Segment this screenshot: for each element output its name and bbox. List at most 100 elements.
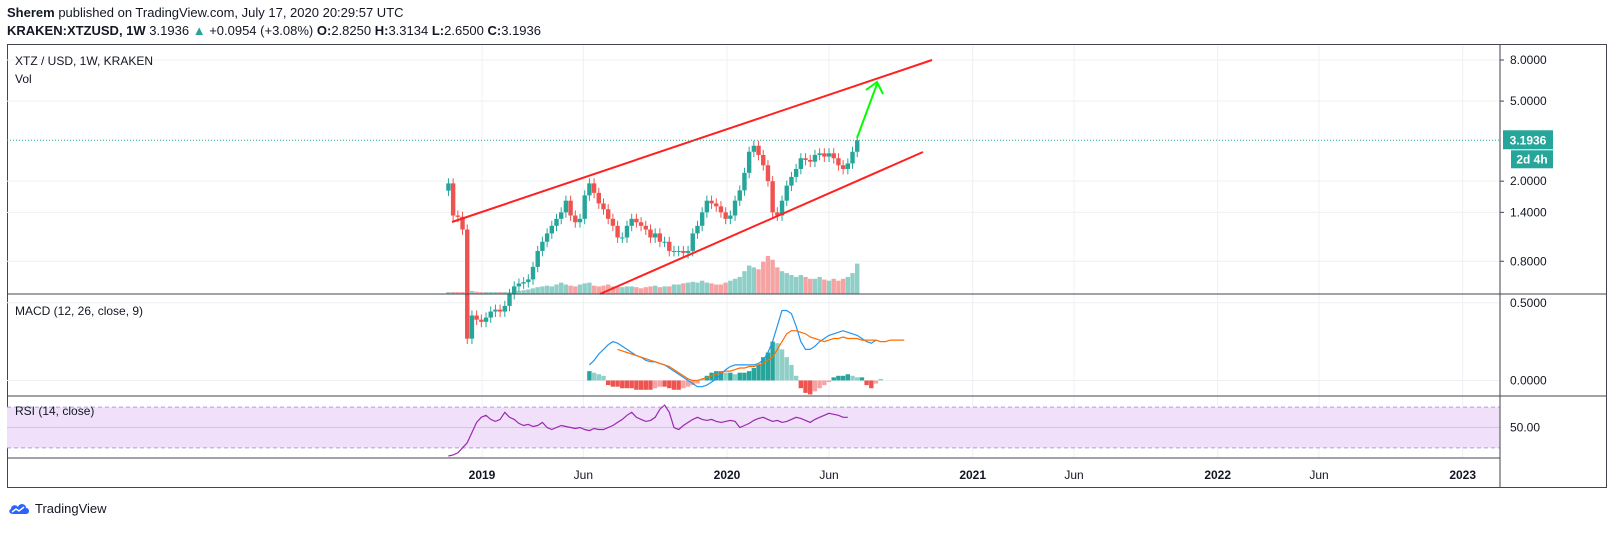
open-value: 2.8250: [331, 23, 372, 38]
close-value: 3.1936: [501, 23, 541, 38]
candle-body: [850, 151, 855, 164]
candle-body: [591, 183, 597, 193]
candle-body: [840, 165, 846, 169]
candle: [512, 281, 517, 300]
candle-body: [798, 158, 804, 169]
volume-bar: [793, 276, 799, 294]
price-candles: [446, 135, 860, 345]
volume-bar: [836, 280, 841, 294]
candle: [728, 210, 733, 225]
candle: [469, 310, 475, 345]
candle: [723, 207, 728, 225]
volume-bar: [549, 286, 555, 294]
macd-histogram-bar: [873, 380, 879, 384]
volume-bars: [446, 256, 860, 294]
candle: [493, 304, 498, 317]
macd-histogram-bar: [784, 357, 789, 381]
candle-body: [845, 163, 851, 169]
candle-body: [648, 229, 653, 238]
symbol-name[interactable]: KRAKEN:XTZUSD, 1W: [7, 23, 146, 38]
macd-histogram-bar: [746, 371, 752, 381]
volume-bar: [765, 256, 771, 294]
candle: [681, 245, 686, 259]
candle-body: [699, 212, 705, 226]
macd-histogram-bar: [652, 380, 658, 389]
candle-body: [624, 225, 630, 238]
candle: [690, 228, 695, 257]
volume-bar: [497, 292, 503, 294]
candle: [573, 210, 578, 228]
macd-histogram-bar: [605, 380, 611, 386]
footer-brand[interactable]: TradingView: [7, 498, 107, 518]
macd-tick-label: 0.5000: [1510, 296, 1547, 310]
macd-histogram-bar: [859, 377, 865, 381]
candle-body: [493, 309, 498, 312]
macd-histogram-bar: [591, 372, 597, 381]
macd-histogram-bar: [817, 380, 822, 389]
macd-histogram-bar: [704, 375, 710, 381]
volume-bar: [723, 282, 728, 294]
volume-bar: [690, 281, 695, 294]
candle-body: [587, 183, 592, 196]
volume-bar: [620, 287, 625, 294]
volume-bar: [535, 287, 540, 294]
high-label: H:: [374, 23, 389, 38]
x-tick-label: 2020: [714, 468, 741, 482]
candle: [826, 148, 832, 162]
candle: [502, 300, 508, 317]
countdown-label: 2d 4h: [1516, 152, 1547, 166]
macd-histogram-bar: [615, 380, 620, 387]
candle-body: [465, 229, 470, 339]
candle-body: [714, 203, 719, 207]
candle: [488, 306, 493, 323]
candle-body: [488, 311, 493, 318]
volume-bar: [704, 282, 710, 294]
candle: [446, 178, 451, 197]
candle-body: [690, 233, 695, 251]
projection-arrow-line: [856, 83, 878, 139]
candle: [554, 213, 559, 232]
volume-bar: [784, 273, 789, 294]
rsi-pane-title: RSI (14, close): [15, 404, 95, 418]
candle-body: [634, 218, 639, 223]
symbol-ohlc-line: KRAKEN:XTZUSD, 1W 3.1936 ▲ +0.0954 (+3.0…: [7, 23, 541, 38]
candle: [751, 140, 757, 158]
candle-body: [695, 225, 700, 234]
candle: [465, 224, 470, 345]
candle-body: [474, 315, 479, 320]
candle-body: [596, 192, 601, 204]
author-name[interactable]: Sherem: [7, 5, 55, 20]
low-value: 2.6500: [444, 23, 484, 38]
candle-body: [793, 168, 799, 177]
candle-body: [605, 209, 611, 219]
volume-bar: [563, 284, 569, 294]
candle-body: [530, 266, 536, 280]
candle: [714, 198, 719, 212]
trend-drawings: [7, 59, 1500, 295]
macd-histogram-bar: [836, 375, 841, 381]
candle: [840, 160, 846, 175]
candle: [624, 220, 630, 243]
candle-body: [638, 222, 644, 226]
candle-body: [803, 158, 808, 160]
volume-bar: [474, 291, 479, 294]
candle: [483, 312, 489, 328]
macd-histogram-bar: [676, 380, 681, 390]
volume-bar: [761, 261, 766, 294]
volume-bar: [540, 286, 545, 294]
candle: [474, 310, 479, 326]
volume-bar: [521, 290, 526, 294]
candle: [479, 314, 484, 328]
volume-bar: [732, 278, 738, 294]
candle: [784, 180, 789, 207]
volume-bar: [488, 292, 493, 294]
macd-histogram-bar: [761, 357, 766, 381]
candle: [544, 228, 550, 248]
volume-bar: [460, 292, 465, 294]
candle-body: [643, 225, 648, 230]
published-text: published on TradingView.com, July 17, 2…: [58, 5, 404, 20]
volume-bar: [493, 292, 498, 294]
candle-body: [775, 212, 780, 216]
macd-pane-title: MACD (12, 26, close, 9): [15, 304, 144, 318]
